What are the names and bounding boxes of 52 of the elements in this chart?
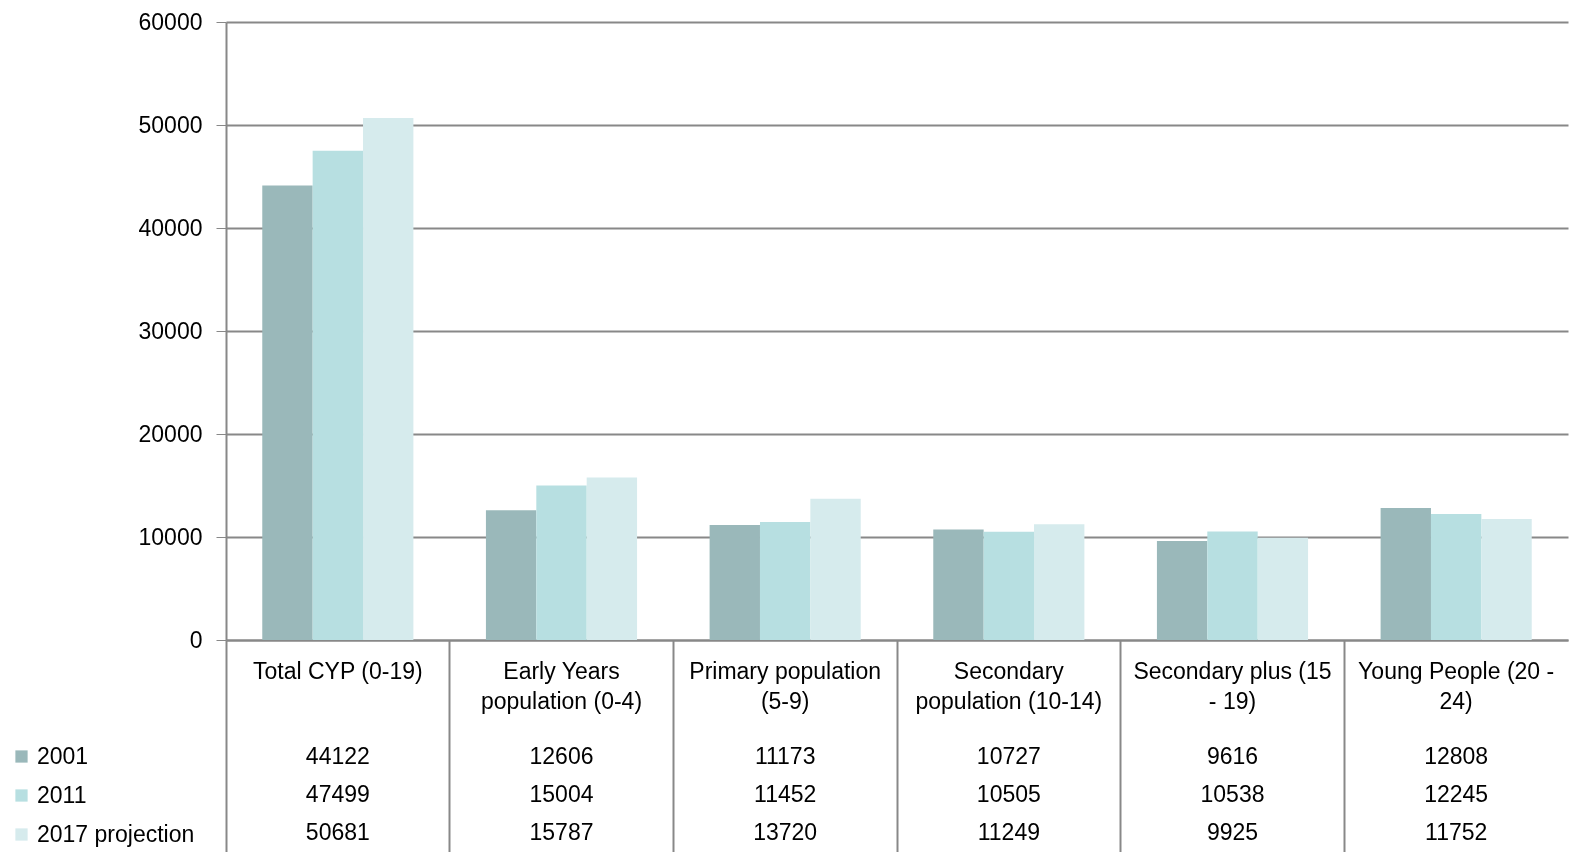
data-label: 10727 <box>976 743 1041 769</box>
x-tick-label: Primary population (5-9) <box>689 657 882 714</box>
data-label: 12245 <box>1424 781 1489 807</box>
data-label: 11452 <box>754 781 817 807</box>
bar <box>810 498 861 640</box>
y-tick-label: 60000 <box>138 8 203 35</box>
data-label: 10538 <box>1200 781 1265 807</box>
data-label: 10505 <box>976 781 1041 807</box>
bar <box>262 185 313 640</box>
data-label: 12808 <box>1424 743 1489 769</box>
bar <box>536 485 587 640</box>
bar <box>312 150 364 640</box>
data-label: 50681 <box>305 819 370 845</box>
x-tick-label: Secondary plus (15 - 19) <box>1133 657 1332 714</box>
data-label: 11249 <box>977 819 1040 845</box>
y-tick-label: 50000 <box>138 111 203 138</box>
bar <box>1380 508 1431 640</box>
bar <box>1481 518 1532 640</box>
bar <box>1034 524 1085 640</box>
data-label: 9616 <box>1206 743 1259 769</box>
data-label: 11173 <box>754 743 816 769</box>
y-tick-label: 0 <box>189 626 203 653</box>
bar <box>485 510 537 640</box>
x-tick-label: Secondary population (10-14) <box>915 657 1103 714</box>
data-label: 12606 <box>529 743 594 769</box>
data-label: 11752 <box>1425 819 1488 845</box>
data-label: 15787 <box>529 819 594 845</box>
y-tick-label: 20000 <box>138 420 203 447</box>
y-tick-label: 30000 <box>138 317 203 344</box>
bar <box>709 524 760 640</box>
bar <box>1156 540 1208 640</box>
bar <box>983 531 1035 640</box>
data-label: 44122 <box>305 743 370 769</box>
data-label: 15004 <box>529 781 594 807</box>
bar <box>363 117 414 640</box>
x-tick-label: Early Years population (0-4) <box>480 657 643 714</box>
data-label: 9925 <box>1206 819 1259 845</box>
bar <box>933 529 984 640</box>
data-label: 13720 <box>753 819 818 845</box>
x-tick-label: Young People (20 - 24) <box>1358 657 1555 714</box>
legend-label: 2001 <box>37 742 89 769</box>
bar <box>759 522 811 640</box>
bar <box>1207 531 1258 640</box>
legend-label: 2011 <box>37 781 87 808</box>
legend-label: 2017 projection <box>37 820 195 847</box>
y-tick-label: 10000 <box>138 523 203 550</box>
data-label: 47499 <box>305 781 370 807</box>
x-tick-label: Total CYP (0-19) <box>253 657 423 684</box>
bar <box>1430 513 1482 640</box>
y-tick-label: 40000 <box>138 214 203 241</box>
bar <box>586 477 638 640</box>
bar <box>1257 537 1309 640</box>
